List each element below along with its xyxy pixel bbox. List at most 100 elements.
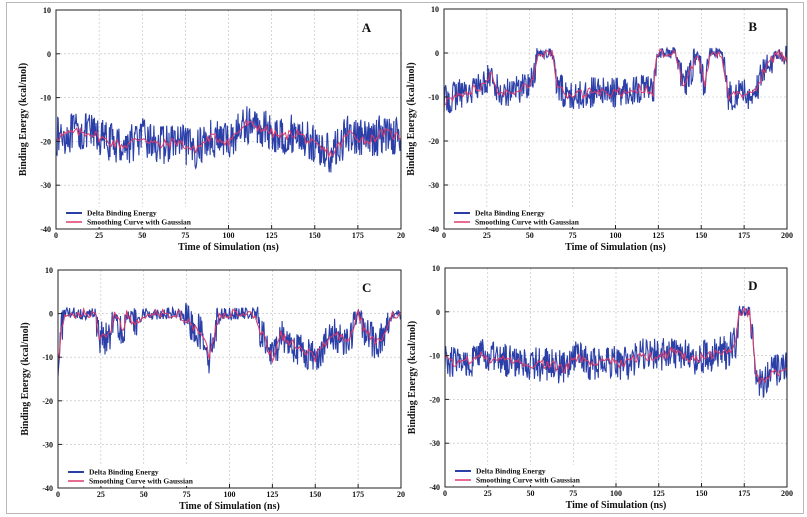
- y-tick-label: -30: [40, 181, 51, 190]
- x-tick-label: 25: [97, 490, 105, 499]
- x-tick-label: 100: [610, 489, 622, 498]
- y-tick-label: 0: [49, 310, 53, 319]
- series-line-delta-binding-energy: [443, 45, 788, 114]
- x-tick-label: 50: [140, 490, 148, 499]
- y-tick-label: 0: [436, 308, 440, 317]
- y-tick-label: -10: [40, 94, 51, 103]
- x-tick-label: 175: [352, 231, 364, 240]
- x-tick-label: 125: [653, 489, 665, 498]
- y-tick-label: -20: [42, 397, 53, 406]
- y-tick-label: -40: [40, 225, 51, 234]
- chart-panel-c: 0 25 50 75 100 125 150 175 20100-10-20-30-40Time…: [20, 266, 405, 512]
- x-tick-label: 125: [266, 490, 278, 499]
- x-tick-label: 75: [569, 231, 577, 240]
- y-axis-label: Binding Energy (kcal/mol): [18, 63, 29, 176]
- panel-label: D: [748, 278, 757, 293]
- x-axis-label: Time of Simulation (ns): [566, 500, 667, 511]
- series-line-delta-binding-energy: [57, 302, 402, 377]
- y-tick-label: -10: [429, 352, 440, 361]
- legend-label-smoothing: Smoothing Curve with Gaussian: [87, 218, 192, 227]
- y-tick-label: -30: [428, 181, 439, 190]
- x-tick-label: 175: [738, 231, 750, 240]
- x-tick-label: 175: [352, 490, 364, 499]
- y-tick-label: -20: [40, 137, 51, 146]
- legend-label-smoothing: Smoothing Curve with Gaussian: [89, 477, 194, 486]
- x-tick-label: 100: [610, 231, 622, 240]
- legend-label-delta: Delta Binding Energy: [87, 209, 157, 218]
- y-tick-label: 0: [47, 50, 51, 59]
- x-axis-label: Time of Simulation (ns): [178, 242, 279, 253]
- x-tick-label: 50: [138, 231, 146, 240]
- y-axis-label: Binding Energy (kcal/mol): [20, 322, 31, 435]
- y-tick-label: -40: [429, 483, 440, 492]
- x-axis-label: Time of Simulation (ns): [565, 242, 666, 253]
- y-tick-label: 10: [43, 6, 51, 15]
- legend-background: [451, 465, 601, 485]
- y-tick-label: 10: [431, 5, 439, 14]
- panel-label: B: [748, 19, 757, 34]
- legend-label-delta: Delta Binding Energy: [475, 209, 545, 218]
- x-tick-label: 75: [181, 231, 189, 240]
- chart-panel-d: 0 25 50 75 100 125 150 175 200100-10-20-30-40Tim…: [407, 264, 793, 511]
- legend-label-smoothing: Smoothing Curve with Gaussian: [476, 476, 581, 485]
- x-tick-label: 175: [738, 489, 750, 498]
- x-tick-label: 0: [442, 231, 446, 240]
- x-tick-label: 0: [54, 231, 58, 240]
- legend-background: [62, 207, 212, 227]
- x-tick-label: 200: [781, 489, 793, 498]
- grid-lines: [443, 8, 788, 230]
- x-tick-label: 20: [397, 490, 405, 499]
- series-line-delta-binding-energy: [444, 305, 788, 399]
- x-tick-label: 150: [696, 489, 708, 498]
- x-tick-label: 100: [224, 490, 236, 499]
- x-tick-label: 125: [266, 231, 278, 240]
- x-tick-label: 25: [484, 489, 492, 498]
- x-tick-label: 25: [95, 231, 103, 240]
- x-tick-label: 75: [183, 490, 191, 499]
- x-tick-label: 100: [223, 231, 235, 240]
- y-tick-label: -30: [42, 440, 53, 449]
- y-tick-label: -20: [428, 137, 439, 146]
- series-line-smoothing-curve: [57, 306, 402, 364]
- y-axis-label: Binding Energy (kcal/mol): [406, 62, 417, 175]
- grid-lines: [55, 9, 402, 230]
- y-tick-label: 0: [435, 49, 439, 58]
- panel-label: C: [362, 280, 371, 295]
- y-tick-label: -10: [42, 353, 53, 362]
- y-tick-label: 10: [45, 266, 53, 275]
- x-tick-label: 150: [695, 231, 707, 240]
- chart-panel-b: 0 25 50 75 100 125 150 175 200100-10-20-30-40Tim…: [406, 5, 793, 253]
- x-tick-label: 50: [527, 489, 535, 498]
- grid-lines: [57, 269, 402, 489]
- x-tick-label: 75: [569, 489, 577, 498]
- series-line-smoothing-curve: [443, 48, 788, 106]
- series-line-delta-binding-energy: [55, 106, 402, 173]
- chart-panel-a: 0 25 50 75 100 125 150 175 20100-10-20-30-40Time…: [18, 6, 405, 253]
- x-tick-label: 0: [56, 490, 60, 499]
- legend-background: [64, 466, 214, 486]
- y-tick-label: -20: [429, 395, 440, 404]
- figure-frame: [6, 2, 804, 514]
- legend-background: [450, 207, 600, 227]
- grid-lines: [444, 267, 788, 488]
- series-line-smoothing-curve: [55, 118, 402, 158]
- y-tick-label: -30: [429, 439, 440, 448]
- x-tick-label: 125: [652, 231, 664, 240]
- x-tick-label: 200: [781, 231, 793, 240]
- y-tick-label: 10: [432, 264, 440, 273]
- legend-label-smoothing: Smoothing Curve with Gaussian: [475, 218, 580, 227]
- y-tick-label: -40: [428, 225, 439, 234]
- x-tick-label: 25: [483, 231, 491, 240]
- series-line-smoothing-curve: [444, 306, 788, 385]
- x-tick-label: 150: [309, 490, 321, 499]
- x-tick-label: 0: [443, 489, 447, 498]
- y-tick-label: -10: [428, 93, 439, 102]
- x-tick-label: 150: [309, 231, 321, 240]
- y-tick-label: -40: [42, 484, 53, 493]
- legend-label-delta: Delta Binding Energy: [476, 467, 546, 476]
